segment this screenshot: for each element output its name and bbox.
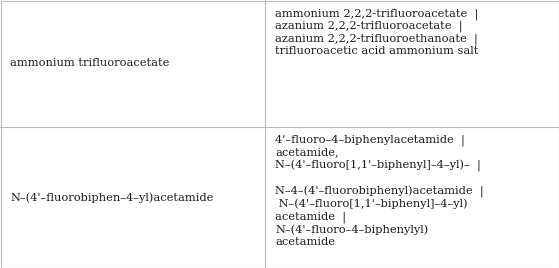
- Text: acetamide  |: acetamide |: [275, 211, 346, 223]
- Text: N–(4'–fluoro[1,1'–biphenyl]–4–yl): N–(4'–fluoro[1,1'–biphenyl]–4–yl): [275, 199, 468, 209]
- Text: 4'–fluoro–4–biphenylacetamide  |: 4'–fluoro–4–biphenylacetamide |: [275, 135, 465, 147]
- Text: acetamide: acetamide: [275, 237, 335, 247]
- Text: N–(4'–fluoro–4–biphenylyl): N–(4'–fluoro–4–biphenylyl): [275, 224, 428, 234]
- Text: ammonium 2,2,2-trifluoroacetate  |: ammonium 2,2,2-trifluoroacetate |: [275, 8, 479, 20]
- Text: N–(4'–fluorobiphen–4–yl)acetamide: N–(4'–fluorobiphen–4–yl)acetamide: [10, 192, 214, 203]
- Text: acetamide,: acetamide,: [275, 148, 339, 158]
- Text: azanium 2,2,2-trifluoroacetate  |: azanium 2,2,2-trifluoroacetate |: [275, 21, 463, 32]
- Text: trifluoroacetic acid ammonium salt: trifluoroacetic acid ammonium salt: [275, 46, 479, 56]
- Text: N–(4'–fluoro[1,1'–biphenyl]–4–yl)–  |: N–(4'–fluoro[1,1'–biphenyl]–4–yl)– |: [275, 161, 481, 173]
- Text: N–4–(4'–fluorobiphenyl)acetamide  |: N–4–(4'–fluorobiphenyl)acetamide |: [275, 186, 484, 198]
- Text: azanium 2,2,2-trifluoroethanoate  |: azanium 2,2,2-trifluoroethanoate |: [275, 34, 478, 45]
- Text: ammonium trifluoroacetate: ammonium trifluoroacetate: [10, 58, 169, 69]
